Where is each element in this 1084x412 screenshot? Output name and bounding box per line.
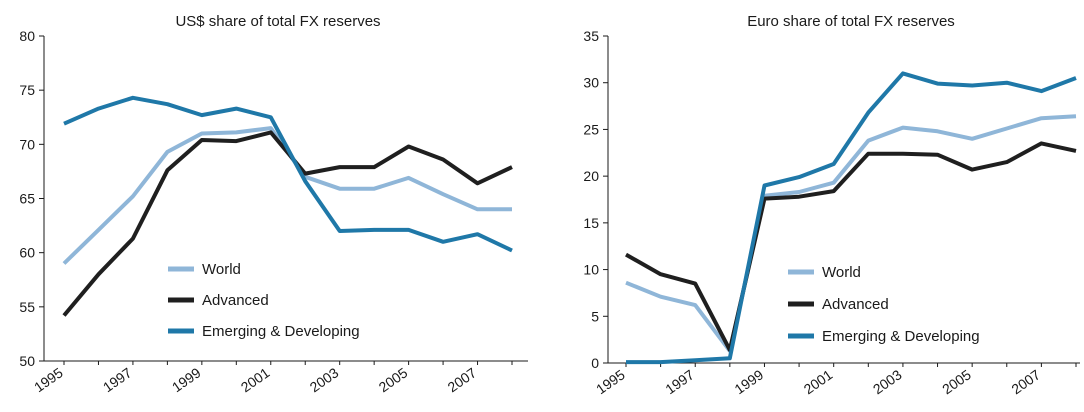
x-tick-label: 1997 [100, 364, 135, 395]
x-tick-label: 2001 [801, 366, 836, 397]
y-tick-label: 10 [583, 262, 599, 278]
x-tick-labels: 1995 1997 1999 2001 2003 2005 2007 [31, 361, 513, 395]
series-line-emerging-developing [626, 71, 1077, 365]
y-tick-label: 0 [591, 355, 599, 371]
y-tick-label: 20 [583, 168, 599, 184]
euro-share-chart: Euro share of total FX reserves 0 5 10 15 20… [583, 13, 1080, 397]
y-tick-label: 5 [591, 308, 599, 324]
y-tick-label: 15 [583, 215, 599, 231]
x-tick-label: 2003 [307, 364, 342, 395]
y-tick-label: 55 [19, 299, 35, 315]
series-line-advanced [62, 130, 513, 317]
x-tick-label: 2007 [445, 364, 480, 395]
legend-label: World [822, 264, 861, 281]
legend: World Advanced Emerging & Developing [168, 261, 360, 340]
x-tick-label: 1999 [169, 364, 204, 395]
y-tick-label: 75 [19, 82, 35, 98]
y-tick-labels: 50 55 60 65 70 75 80 [19, 28, 44, 369]
legend: World Advanced Emerging & Developing [788, 264, 980, 345]
y-tick-label: 25 [583, 121, 599, 137]
legend-label: World [202, 261, 241, 278]
series-line-emerging-developing [63, 95, 513, 253]
x-tick-label: 1995 [31, 364, 66, 395]
y-tick-label: 65 [19, 191, 35, 207]
series-lines [625, 71, 1077, 365]
y-tick-labels: 0 5 10 15 20 25 30 35 [583, 28, 608, 371]
y-tick-label: 80 [19, 28, 35, 44]
y-tick-label: 30 [583, 75, 599, 91]
y-tick-label: 50 [19, 353, 35, 369]
y-tick-label: 35 [583, 28, 599, 44]
series-line-advanced [625, 141, 1077, 352]
legend-label: Emerging & Developing [202, 323, 360, 340]
x-tick-label: 2005 [376, 364, 411, 395]
y-tick-label: 60 [19, 245, 35, 261]
series-line-world [625, 114, 1077, 353]
x-tick-label: 2003 [870, 366, 905, 397]
series-lines [62, 95, 513, 317]
legend-label: Emerging & Developing [822, 328, 980, 345]
x-tick-label: 2007 [1008, 366, 1043, 397]
chart-title: US$ share of total FX reserves [175, 13, 380, 30]
legend-label: Advanced [202, 292, 269, 309]
x-tick-label: 1997 [662, 366, 697, 397]
x-tick-label: 1999 [731, 366, 766, 397]
x-tick-label: 2001 [238, 364, 273, 395]
chart-title: Euro share of total FX reserves [747, 13, 955, 30]
x-tick-labels: 1995 1997 1999 2001 2003 2005 2007 [593, 363, 1077, 397]
x-tick-label: 2005 [939, 366, 974, 397]
legend-label: Advanced [822, 296, 889, 313]
usd-share-chart: US$ share of total FX reserves 50 55 60 65 7… [19, 13, 528, 395]
y-tick-label: 70 [19, 136, 35, 152]
